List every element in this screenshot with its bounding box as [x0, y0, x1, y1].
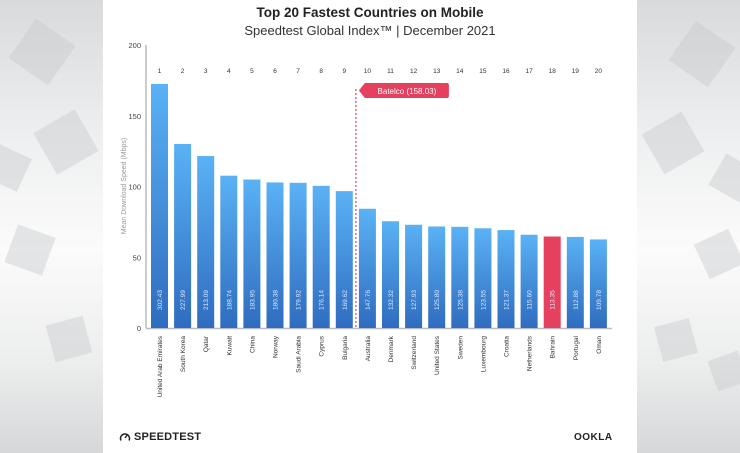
y-tick-label: 50: [133, 253, 141, 262]
bar-cyprus: [312, 185, 330, 328]
chart-subtitle: Speedtest Global Index™ | December 2021: [244, 23, 496, 38]
bar-norway: [266, 182, 284, 328]
bar-bulgaria: [335, 191, 353, 328]
country-label: China: [249, 336, 256, 353]
y-axis-title: Mean Download Speed (Mbps): [121, 138, 128, 235]
bar-china: [243, 179, 261, 328]
ookla-logo: OOKLA: [574, 432, 613, 443]
country-label: Denmark: [388, 335, 395, 362]
country-label: Oman: [596, 336, 603, 354]
bar-value-label: 183.95: [249, 290, 256, 310]
bar-value-label: 127.93: [411, 290, 418, 310]
bar-kuwait: [220, 175, 238, 328]
rank-label: 19: [572, 68, 580, 75]
rank-label: 15: [479, 68, 487, 75]
country-label: United States: [434, 335, 441, 375]
bar-switzerland: [405, 224, 423, 328]
bar-sweden: [451, 226, 469, 328]
rank-label: 18: [549, 68, 557, 75]
bar-value-label: 121.37: [504, 290, 511, 310]
country-label: Croatia: [504, 336, 511, 357]
country-label: Luxembourg: [480, 336, 487, 373]
bar-australia: [358, 208, 376, 328]
rank-label: 4: [227, 68, 231, 75]
country-label: United Arab Emirates: [157, 335, 164, 397]
rank-label: 3: [204, 68, 208, 75]
bar-saudi-arabia: [289, 182, 307, 328]
chart-title: Top 20 Fastest Countries on Mobile: [256, 5, 484, 20]
bar-value-label: 147.76: [365, 290, 372, 310]
bar-value-label: 125.38: [457, 290, 464, 310]
bar-value-label: 109.78: [596, 290, 603, 310]
bar-portugal: [566, 236, 584, 328]
bar-value-label: 123.55: [480, 290, 487, 310]
bar-south-korea: [174, 144, 192, 328]
speedtest-logo: SPEEDTEST: [119, 431, 201, 443]
country-label: Australia: [365, 336, 372, 362]
y-tick-label: 150: [128, 112, 141, 121]
bar-value-label: 125.80: [434, 290, 441, 310]
bar-qatar: [197, 156, 215, 328]
rank-label: 13: [433, 68, 441, 75]
rank-label: 12: [410, 68, 418, 75]
rank-label: 10: [364, 68, 372, 75]
bar-value-label: 179.92: [296, 290, 303, 310]
gauge-icon: [119, 433, 131, 441]
bar-value-label: 302.43: [157, 290, 164, 310]
bar-bahrain: [543, 236, 561, 328]
rank-label: 5: [250, 68, 254, 75]
country-label: Sweden: [457, 336, 464, 360]
country-label: South Korea: [180, 336, 187, 373]
rank-label: 6: [273, 68, 277, 75]
country-label: Portugal: [573, 335, 580, 360]
country-label: Kuwait: [226, 336, 233, 356]
bar-value-label: 112.88: [573, 290, 580, 310]
speedtest-logo-text: SPEEDTEST: [134, 431, 202, 443]
bar-united-arab-emirates: [151, 83, 168, 328]
bar-denmark: [382, 221, 399, 328]
bar-value-label: 188.74: [226, 290, 233, 310]
country-label: Cyprus: [319, 335, 326, 356]
y-tick-label: 200: [128, 41, 141, 50]
rank-label: 17: [525, 68, 533, 75]
rank-label: 1: [158, 68, 162, 75]
y-tick-label: 0: [137, 324, 141, 333]
bar-united-states: [428, 226, 446, 328]
bar-oman: [589, 239, 607, 328]
country-label: Bahrain: [550, 336, 557, 359]
country-label: Norway: [273, 335, 280, 358]
bar-luxembourg: [474, 228, 492, 328]
rank-label: 20: [595, 68, 603, 75]
country-label: Saudi Arabia: [296, 336, 303, 373]
bar-value-label: 169.62: [342, 290, 349, 310]
rank-label: 7: [296, 68, 300, 75]
country-label: Bulgaria: [342, 336, 349, 360]
rank-label: 8: [319, 68, 323, 75]
country-label: Qatar: [203, 335, 210, 352]
country-label: Switzerland: [411, 336, 418, 370]
bar-value-label: 213.09: [203, 290, 210, 310]
rank-label: 16: [502, 68, 510, 75]
bar-value-label: 176.14: [319, 290, 326, 310]
rank-label: 2: [181, 68, 185, 75]
bar-netherlands: [520, 234, 538, 328]
country-label: Netherlands: [527, 335, 534, 371]
rank-label: 9: [342, 68, 346, 75]
batelco-annotation-label: Batelco (158.03): [378, 87, 437, 96]
bar-value-label: 227.99: [180, 290, 187, 310]
y-tick-label: 100: [128, 183, 141, 192]
bar-value-label: 113.35: [550, 290, 557, 310]
bar-croatia: [497, 230, 515, 328]
bar-value-label: 115.60: [527, 290, 534, 310]
rank-label: 11: [387, 68, 394, 75]
rank-label: 14: [456, 68, 464, 75]
batelco-annotation-tag: [358, 83, 449, 98]
bar-value-label: 132.32: [388, 290, 395, 310]
bar-value-label: 180.38: [273, 290, 280, 310]
